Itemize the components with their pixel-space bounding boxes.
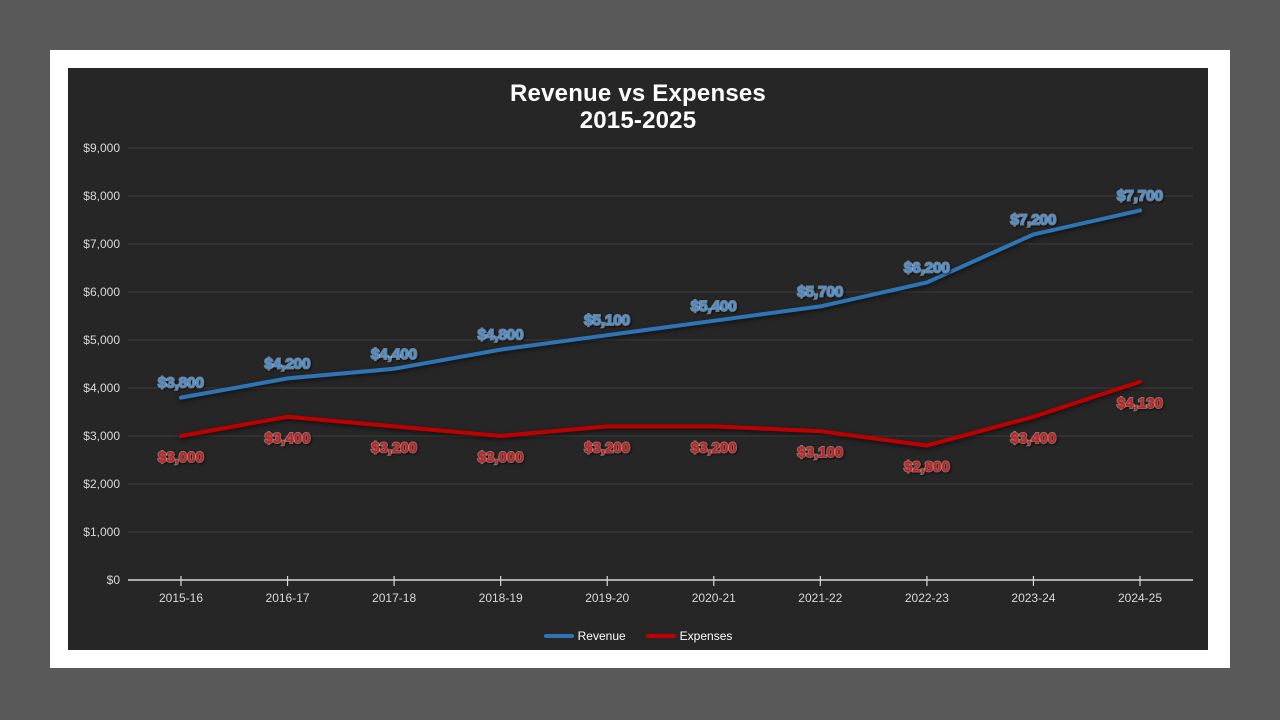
y-axis-label: $3,000 bbox=[83, 429, 120, 443]
revenue-data-label: $5,100 bbox=[584, 312, 630, 329]
revenue-data-label: $3,800 bbox=[158, 375, 204, 392]
slide-frame: Revenue vs Expenses 2015-2025 2015-16 201… bbox=[50, 50, 1230, 668]
x-axis-label: 2018-19 bbox=[479, 591, 523, 605]
y-axis-label: $8,000 bbox=[83, 189, 120, 203]
revenue-data-label: $4,200 bbox=[265, 355, 311, 372]
legend-swatch-expenses bbox=[645, 634, 676, 638]
y-axis-label: $6,000 bbox=[83, 285, 120, 299]
x-axis-label: 2022-23 bbox=[905, 591, 949, 605]
legend-label-revenue: Revenue bbox=[577, 629, 626, 643]
x-axis-label: 2017-18 bbox=[372, 591, 416, 605]
chart-area[interactable]: Revenue vs Expenses 2015-2025 2015-16 201… bbox=[68, 68, 1208, 650]
x-axis-label: 2024-25 bbox=[1118, 591, 1162, 605]
x-axis-label: 2023-24 bbox=[1011, 591, 1055, 605]
y-axis-label: $7,000 bbox=[83, 237, 120, 251]
expenses-data-label: $3,200 bbox=[691, 439, 737, 456]
chart-title: Revenue vs Expenses 2015-2025 bbox=[68, 80, 1208, 134]
revenue-data-label: $6,200 bbox=[904, 259, 950, 276]
expenses-data-label: $3,000 bbox=[158, 449, 204, 466]
expenses-data-label: $3,400 bbox=[1010, 430, 1056, 447]
y-axis-label: $2,000 bbox=[83, 477, 120, 491]
y-axis-label: $9,000 bbox=[83, 141, 120, 155]
legend-swatch-revenue bbox=[543, 634, 574, 638]
revenue-data-label: $7,700 bbox=[1117, 187, 1163, 204]
legend-item-expenses: Expenses bbox=[645, 629, 733, 643]
expenses-data-label: $3,200 bbox=[371, 439, 417, 456]
x-axis-label: 2015-16 bbox=[159, 591, 203, 605]
y-axis-label: $1,000 bbox=[83, 525, 120, 539]
chart-legend: Revenue Expenses bbox=[68, 629, 1208, 643]
revenue-data-label: $5,700 bbox=[797, 283, 843, 300]
expenses-data-label: $3,400 bbox=[265, 430, 311, 447]
y-axis-label: $4,000 bbox=[83, 381, 120, 395]
y-axis-label: $5,000 bbox=[83, 333, 120, 347]
chart-title-line2: 2015-2025 bbox=[579, 107, 697, 134]
x-axis-label: 2021-22 bbox=[798, 591, 842, 605]
y-axis-label: $0 bbox=[107, 573, 121, 587]
x-axis-label: 2016-17 bbox=[266, 591, 310, 605]
expenses-data-label: $3,100 bbox=[797, 444, 843, 461]
x-axis-label: 2019-20 bbox=[585, 591, 629, 605]
revenue-series-line bbox=[179, 208, 1142, 400]
expenses-series-line bbox=[179, 379, 1142, 448]
revenue-data-label: $4,800 bbox=[478, 327, 524, 344]
revenue-data-label: $7,200 bbox=[1010, 211, 1056, 228]
expenses-data-label: $4,130 bbox=[1117, 395, 1163, 412]
plot-svg: 2015-16 2016-17 2017-18 2018-19 2019-20 2020-… bbox=[83, 141, 1193, 605]
chart-title-line1: Revenue vs Expenses bbox=[510, 80, 766, 107]
expenses-data-label: $3,000 bbox=[478, 449, 524, 466]
legend-item-revenue: Revenue bbox=[543, 629, 626, 643]
legend-label-expenses: Expenses bbox=[679, 629, 733, 643]
x-axis-label: 2020-21 bbox=[692, 591, 736, 605]
expenses-data-label: $2,800 bbox=[904, 459, 950, 476]
revenue-data-label: $5,400 bbox=[691, 298, 737, 315]
expenses-data-label: $3,200 bbox=[584, 439, 630, 456]
revenue-data-label: $4,400 bbox=[371, 346, 417, 363]
